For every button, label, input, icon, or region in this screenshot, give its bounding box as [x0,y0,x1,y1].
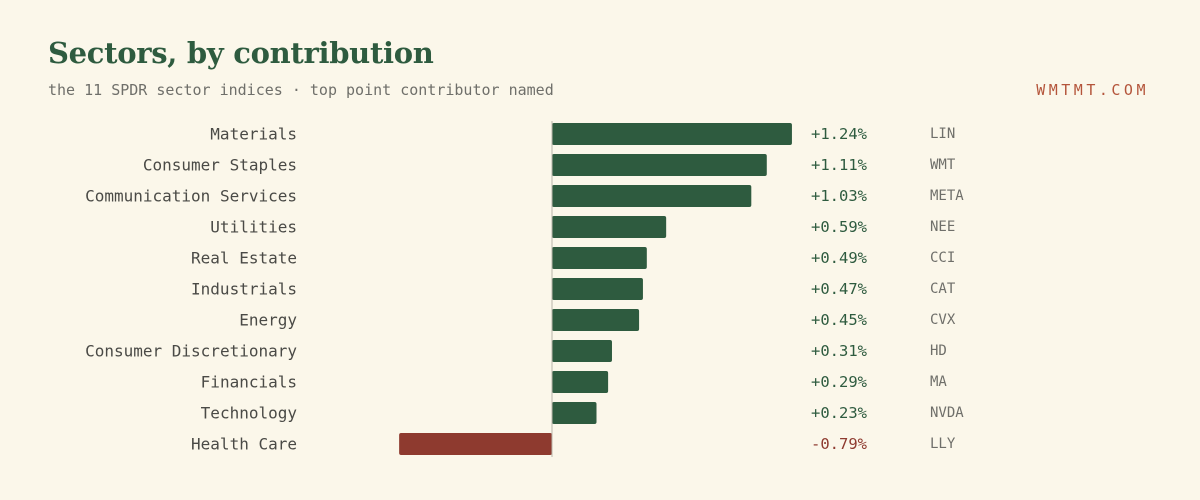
brand-logo[interactable]: WMTMT.COM [1036,81,1149,99]
value-label: +0.59% [811,218,868,236]
bar-industrials[interactable] [552,278,643,300]
top-contributor-ticker: LLY [930,436,956,452]
bar-technology[interactable] [552,402,597,424]
bar-consumer-staples[interactable] [552,154,767,176]
top-contributor-ticker: CAT [930,281,956,297]
top-contributor-ticker: NVDA [930,405,964,421]
chart-title: Sectors, by contribution [48,36,434,70]
top-contributor-ticker: CVX [930,312,956,328]
bar-financials[interactable] [552,371,609,393]
top-contributor-ticker: HD [930,343,947,359]
sector-label: Technology [201,404,298,423]
bar-consumer-discretionary[interactable] [552,340,612,362]
value-label: +0.47% [811,280,868,298]
value-label: +0.23% [811,404,868,422]
value-label: +1.11% [811,156,868,174]
sector-label: Energy [239,311,297,330]
value-label: -0.79% [811,435,868,453]
chart-subtitle: the 11 SPDR sector indices · top point c… [48,81,554,99]
sector-label: Communication Services [85,187,297,206]
sector-label: Consumer Staples [143,156,297,175]
top-contributor-ticker: META [930,188,964,204]
top-contributor-ticker: MA [930,374,947,390]
value-label: +1.03% [811,187,868,205]
sector-label: Utilities [210,218,297,237]
sector-label: Financials [201,373,297,392]
value-label: +0.49% [811,249,868,267]
sector-label: Real Estate [191,249,297,268]
bar-health-care[interactable] [399,433,552,455]
top-contributor-ticker: WMT [930,157,956,173]
top-contributor-ticker: CCI [930,250,955,266]
top-contributor-ticker: LIN [930,126,955,142]
value-label: +1.24% [811,125,868,143]
sector-label: Materials [210,125,297,144]
value-label: +0.45% [811,311,868,329]
bar-real-estate[interactable] [552,247,647,269]
sector-label: Industrials [191,280,297,299]
value-label: +0.29% [811,373,868,391]
bar-communication-services[interactable] [552,185,752,207]
bar-utilities[interactable] [552,216,667,238]
value-label: +0.31% [811,342,868,360]
sector-label: Consumer Discretionary [85,342,297,361]
bar-materials[interactable] [552,123,792,145]
top-contributor-ticker: NEE [930,219,955,235]
bar-energy[interactable] [552,309,640,331]
sector-label: Health Care [191,435,297,454]
